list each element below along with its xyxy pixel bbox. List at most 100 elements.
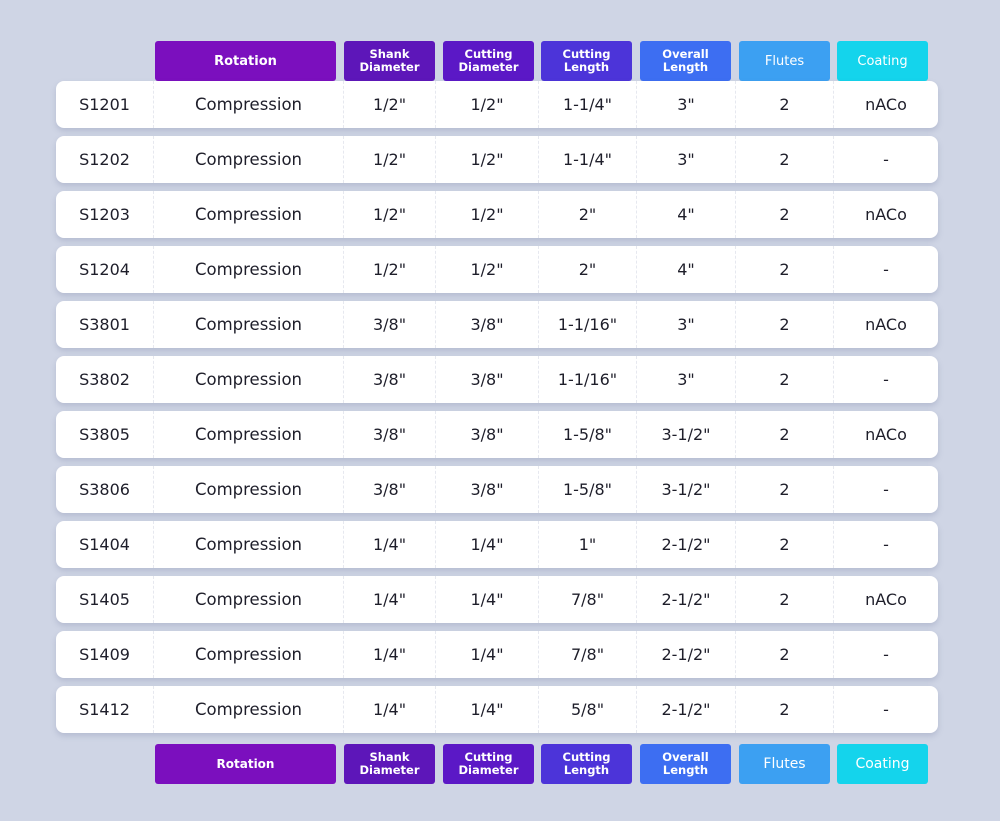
table-row: S1201 Compression 1/2" 1/2" 1-1/4" 3" 2 nACo xyxy=(56,81,938,128)
sku-cell: S1203 xyxy=(79,205,130,224)
header-label: Overall xyxy=(662,47,709,61)
shank-diameter-cell: 3/8" xyxy=(343,356,435,403)
sku-cell: S3802 xyxy=(79,370,130,389)
coating-cell: - xyxy=(833,466,938,513)
overall-length-cell: 3" xyxy=(636,136,735,183)
shank-diameter-cell: 1/2" xyxy=(343,81,435,128)
header-flutes-bottom: Flutes xyxy=(739,744,830,784)
shank-diameter-cell: 1/4" xyxy=(343,576,435,623)
coating-cell: - xyxy=(833,631,938,678)
shank-diameter-cell: 1/4" xyxy=(343,521,435,568)
sku-cell: S1412 xyxy=(79,700,130,719)
flutes-cell: 2 xyxy=(735,521,833,568)
coating-cell: - xyxy=(833,246,938,293)
header-label: Cutting xyxy=(562,47,611,61)
header-label: Rotation xyxy=(214,53,277,69)
cutting-length-cell: 1" xyxy=(538,521,636,568)
rotation-cell: Compression xyxy=(153,81,343,128)
header-label: Shank xyxy=(369,47,410,61)
header-label: Cutting xyxy=(562,750,611,764)
rotation-cell: Compression xyxy=(153,301,343,348)
rotation-cell: Compression xyxy=(153,521,343,568)
header-label: Coating xyxy=(855,755,910,772)
sku-cell: S3805 xyxy=(79,425,130,444)
header-shank-diameter-bottom: Shank Diameter xyxy=(344,744,435,784)
header-row-bottom: Rotation Shank Diameter Cutting Diameter Cutt… xyxy=(0,744,1000,784)
rotation-cell: Compression xyxy=(153,411,343,458)
cutting-diameter-cell: 1/4" xyxy=(435,631,538,678)
shank-diameter-cell: 3/8" xyxy=(343,301,435,348)
rotation-cell: Compression xyxy=(153,191,343,238)
flutes-cell: 2 xyxy=(735,191,833,238)
cutting-diameter-cell: 3/8" xyxy=(435,356,538,403)
cutting-length-cell: 1-5/8" xyxy=(538,411,636,458)
cutting-diameter-cell: 3/8" xyxy=(435,301,538,348)
shank-diameter-cell: 1/2" xyxy=(343,136,435,183)
coating-cell: nACo xyxy=(833,576,938,623)
overall-length-cell: 2-1/2" xyxy=(636,631,735,678)
shank-diameter-cell: 1/4" xyxy=(343,631,435,678)
header-label: Coating xyxy=(857,53,908,69)
table-row: S1404 Compression 1/4" 1/4" 1" 2-1/2" 2- xyxy=(56,521,938,568)
cutting-length-cell: 1-1/4" xyxy=(538,136,636,183)
cutting-diameter-cell: 1/2" xyxy=(435,191,538,238)
cutting-length-cell: 1-1/16" xyxy=(538,301,636,348)
overall-length-cell: 4" xyxy=(636,191,735,238)
cutting-length-cell: 5/8" xyxy=(538,686,636,733)
flutes-cell: 2 xyxy=(735,411,833,458)
table-row: S1204 Compression 1/2" 1/2" 2" 4" 2- xyxy=(56,246,938,293)
coating-cell: - xyxy=(833,356,938,403)
rotation-cell: Compression xyxy=(153,246,343,293)
header-label: Cutting xyxy=(464,750,513,764)
rotation-cell: Compression xyxy=(153,136,343,183)
sku-cell: S3806 xyxy=(79,480,130,499)
cutting-diameter-cell: 1/2" xyxy=(435,246,538,293)
cutting-length-cell: 7/8" xyxy=(538,576,636,623)
overall-length-cell: 2-1/2" xyxy=(636,686,735,733)
header-label: Length xyxy=(662,763,709,777)
header-label: Length xyxy=(563,763,610,777)
sku-cell: S1204 xyxy=(79,260,130,279)
table-row: S1202 Compression 1/2" 1/2" 1-1/4" 3" 2- xyxy=(56,136,938,183)
rotation-cell: Compression xyxy=(153,356,343,403)
coating-cell: - xyxy=(833,136,938,183)
header-label: Diameter xyxy=(458,763,519,777)
header-rotation-top: Rotation xyxy=(155,41,336,87)
header-flutes-top: Flutes xyxy=(739,41,830,87)
flutes-cell: 2 xyxy=(735,631,833,678)
header-label: Flutes xyxy=(763,755,806,772)
coating-cell: nACo xyxy=(833,301,938,348)
shank-diameter-cell: 3/8" xyxy=(343,466,435,513)
rotation-cell: Compression xyxy=(153,631,343,678)
flutes-cell: 2 xyxy=(735,686,833,733)
rotation-cell: Compression xyxy=(153,686,343,733)
coating-cell: - xyxy=(833,686,938,733)
cutting-length-cell: 1-1/4" xyxy=(538,81,636,128)
cutting-diameter-cell: 3/8" xyxy=(435,411,538,458)
table-row: S1203 Compression 1/2" 1/2" 2" 4" 2 nACo xyxy=(56,191,938,238)
table-row: S1412 Compression 1/4" 1/4" 5/8" 2-1/2" 2- xyxy=(56,686,938,733)
table-row: S1405 Compression 1/4" 1/4" 7/8" 2-1/2" 2 nACo xyxy=(56,576,938,623)
overall-length-cell: 3-1/2" xyxy=(636,466,735,513)
header-label: Length xyxy=(563,60,610,74)
cutting-length-cell: 2" xyxy=(538,191,636,238)
table-row: S3805 Compression 3/8" 3/8" 1-5/8" 3-1/2" 2 nAC… xyxy=(56,411,938,458)
coating-cell: nACo xyxy=(833,81,938,128)
header-cutting-diameter-bottom: Cutting Diameter xyxy=(443,744,534,784)
header-label: Diameter xyxy=(359,763,420,777)
sku-cell: S1202 xyxy=(79,150,130,169)
overall-length-cell: 4" xyxy=(636,246,735,293)
cutting-length-cell: 2" xyxy=(538,246,636,293)
overall-length-cell: 3-1/2" xyxy=(636,411,735,458)
sku-cell: S1405 xyxy=(79,590,130,609)
table-row: S3801 Compression 3/8" 3/8" 1-1/16" 3" 2 nACo xyxy=(56,301,938,348)
rotation-cell: Compression xyxy=(153,576,343,623)
sku-cell: S3801 xyxy=(79,315,130,334)
cutting-diameter-cell: 1/2" xyxy=(435,81,538,128)
header-coating-bottom: Coating xyxy=(837,744,928,784)
table-row: S3806 Compression 3/8" 3/8" 1-5/8" 3-1/2" 2- xyxy=(56,466,938,513)
cutting-length-cell: 7/8" xyxy=(538,631,636,678)
table-row: S3802 Compression 3/8" 3/8" 1-1/16" 3" 2- xyxy=(56,356,938,403)
overall-length-cell: 3" xyxy=(636,81,735,128)
cutting-diameter-cell: 3/8" xyxy=(435,466,538,513)
